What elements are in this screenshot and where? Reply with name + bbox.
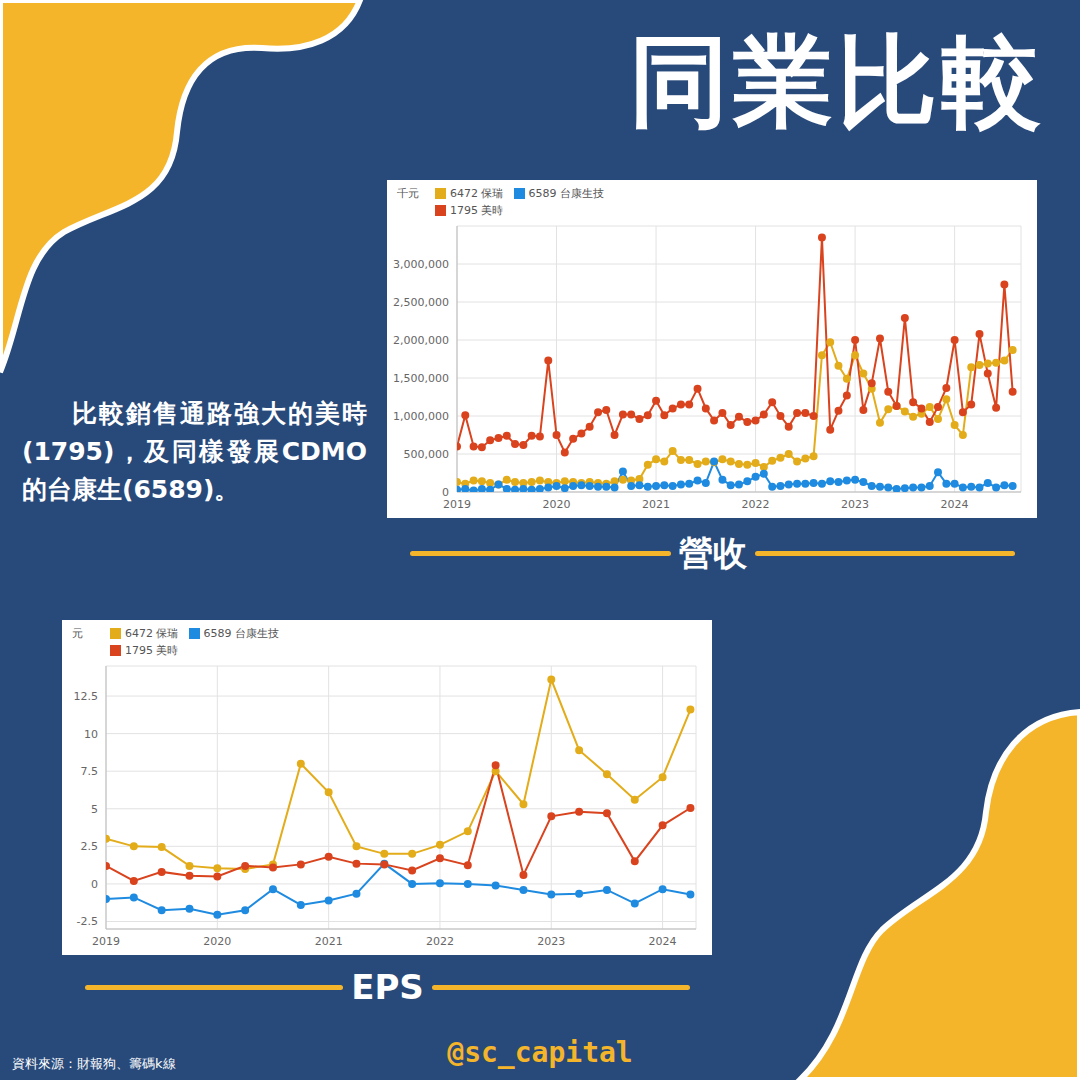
svg-text:2024: 2024 <box>649 935 677 948</box>
svg-text:2,000,000: 2,000,000 <box>393 334 449 347</box>
svg-text:500,000: 500,000 <box>404 448 450 461</box>
html-text:同業比較: 同業比較 <box>629 23 1045 140</box>
html-text:6472 保瑞: 6472 保瑞 <box>125 627 179 640</box>
svg-text:-2.5: -2.5 <box>77 915 98 928</box>
svg-text:2,500,000: 2,500,000 <box>393 296 449 309</box>
svg-text:12.5: 12.5 <box>74 690 99 703</box>
svg-text:2020: 2020 <box>203 935 231 948</box>
svg-text:2024: 2024 <box>941 498 969 511</box>
svg-text:2.5: 2.5 <box>81 840 99 853</box>
svg-text:10: 10 <box>84 728 98 741</box>
svg-text:2023: 2023 <box>841 498 869 511</box>
svg-text:2021: 2021 <box>315 935 343 948</box>
svg-text:0: 0 <box>442 486 449 499</box>
html-text:元: 元 <box>72 627 83 640</box>
svg-text:2021: 2021 <box>642 498 670 511</box>
svg-text:2023: 2023 <box>537 935 565 948</box>
svg-text:2020: 2020 <box>543 498 571 511</box>
html-text:6589 台康生技: 6589 台康生技 <box>203 627 279 640</box>
html-text:EPS: EPS <box>351 967 424 1007</box>
svg-text:2019: 2019 <box>443 498 471 511</box>
html-text:6472 保瑞: 6472 保瑞 <box>450 187 504 200</box>
svg-text:1,000,000: 1,000,000 <box>393 410 449 423</box>
svg-text:2019: 2019 <box>92 935 120 948</box>
html-text:1795 美時: 1795 美時 <box>450 204 504 217</box>
svg-text:7.5: 7.5 <box>81 765 99 778</box>
html-text:比較銷售通路強大的美時(1795)，及同樣發展CDMO的台康: 比較銷售通路強大的美時(1795)，及同樣發展CDMO的台康生(6589)。 <box>22 399 367 504</box>
html-text:@sc_capital: @sc_capital <box>447 1036 633 1069</box>
html-text:1795 美時: 1795 美時 <box>125 644 179 657</box>
html-text:資料來源：財報狗、籌碼k線: 資料來源：財報狗、籌碼k線 <box>12 1056 176 1071</box>
html-text:6589 台康生技: 6589 台康生技 <box>528 187 604 200</box>
svg-text:2022: 2022 <box>426 935 454 948</box>
svg-text:1,500,000: 1,500,000 <box>393 372 449 385</box>
svg-text:0: 0 <box>91 878 98 891</box>
svg-text:2022: 2022 <box>742 498 770 511</box>
svg-text:5: 5 <box>91 803 98 816</box>
html-text:千元: 千元 <box>397 187 419 200</box>
html-text:營收: 營收 <box>678 533 747 573</box>
svg-text:3,000,000: 3,000,000 <box>393 258 449 271</box>
